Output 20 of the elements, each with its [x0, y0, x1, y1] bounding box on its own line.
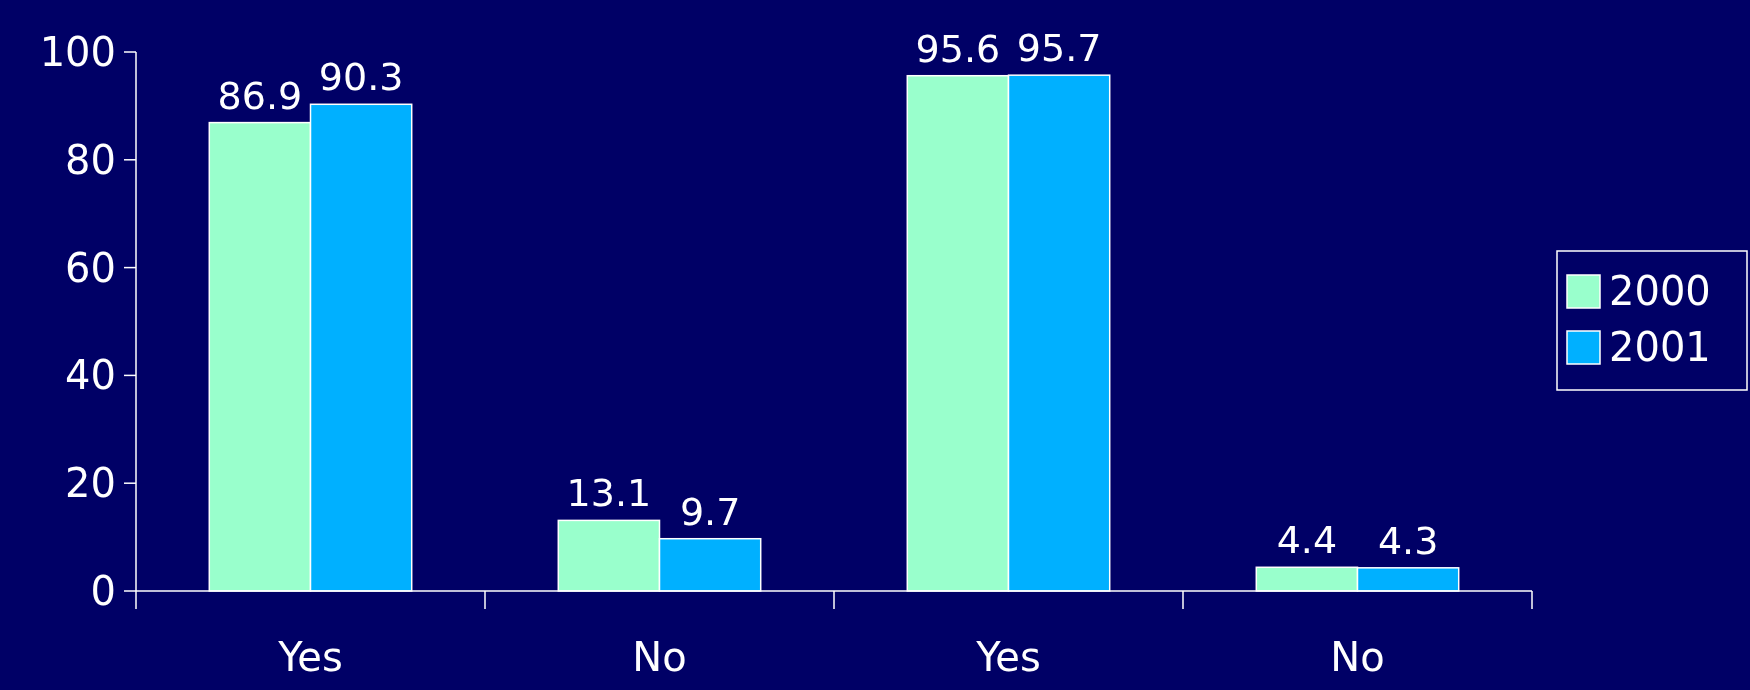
legend-label: 2000 — [1609, 268, 1711, 314]
data-label: 95.6 — [915, 26, 1001, 71]
y-tick-label: 80 — [65, 136, 116, 183]
y-tick-label: 20 — [65, 460, 116, 507]
x-tick-label: No — [632, 634, 687, 680]
data-label: 4.3 — [1377, 518, 1439, 563]
y-tick-label: 100 — [39, 29, 116, 75]
data-label: 13.1 — [566, 471, 652, 516]
legend-label: 2001 — [1609, 324, 1711, 370]
x-tick-label: Yes — [975, 634, 1041, 680]
y-tick-label: 0 — [90, 568, 116, 614]
data-label: 86.9 — [217, 73, 303, 118]
y-tick-label: 60 — [65, 244, 116, 291]
data-label: 95.7 — [1016, 26, 1102, 71]
data-label: 90.3 — [318, 55, 404, 100]
x-tick-label: No — [1330, 634, 1385, 680]
x-tick-label: Yes — [277, 634, 343, 680]
data-label: 9.7 — [679, 489, 741, 534]
y-tick-label: 40 — [65, 352, 116, 399]
data-label: 4.4 — [1276, 518, 1338, 563]
